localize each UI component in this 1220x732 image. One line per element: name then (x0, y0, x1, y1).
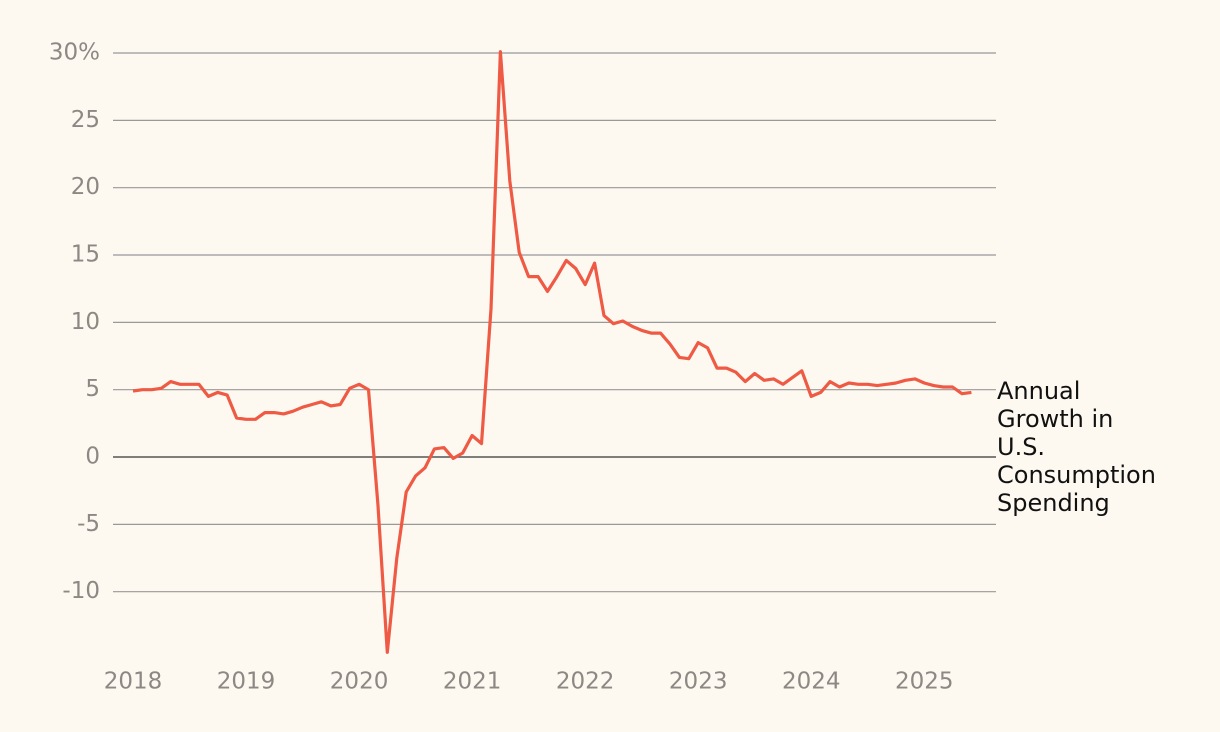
x-tick-label: 2021 (443, 669, 502, 695)
y-tick-label: -10 (62, 578, 100, 604)
y-tick-label: 5 (85, 376, 100, 402)
y-tick-label: -5 (77, 511, 100, 537)
y-tick-label: 15 (71, 242, 100, 268)
y-tick-label: 25 (71, 107, 100, 133)
x-tick-label: 2022 (556, 669, 615, 695)
x-tick-label: 2020 (330, 669, 389, 695)
y-tick-label: 20 (71, 174, 100, 200)
y-tick-label: 30% (49, 40, 100, 66)
y-tick-label: 10 (71, 309, 100, 335)
y-tick-label: 0 (85, 444, 100, 470)
x-tick-label: 2024 (782, 669, 841, 695)
data-line (132, 50, 972, 654)
series-label: Annual Growth in U.S. Consumption Spendi… (997, 377, 1156, 517)
x-tick-label: 2023 (669, 669, 728, 695)
x-tick-label: 2018 (104, 669, 163, 695)
x-tick-label: 2025 (895, 669, 954, 695)
x-tick-label: 2019 (217, 669, 276, 695)
